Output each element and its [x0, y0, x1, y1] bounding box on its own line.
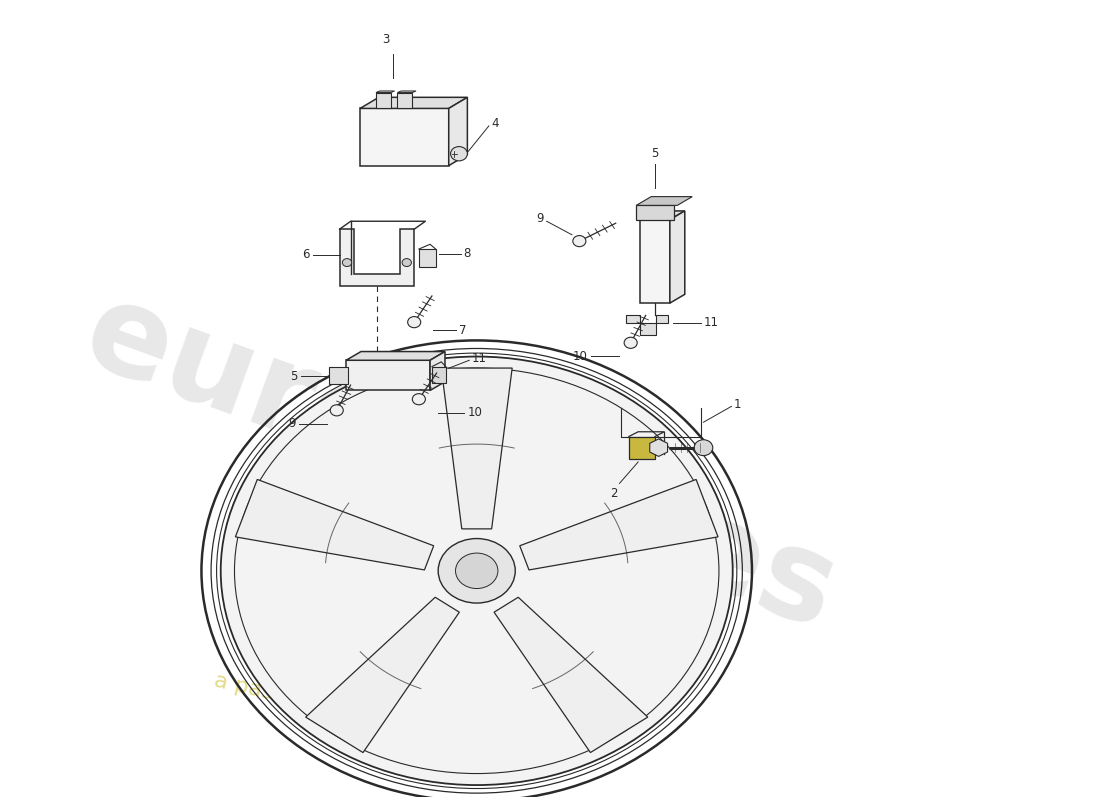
Polygon shape [640, 211, 685, 220]
Polygon shape [430, 351, 446, 390]
Circle shape [573, 235, 586, 246]
Text: 7: 7 [459, 323, 466, 337]
Text: 9: 9 [537, 212, 543, 226]
Bar [432, 366, 446, 382]
Polygon shape [340, 229, 415, 286]
Text: 10: 10 [468, 406, 482, 419]
Ellipse shape [455, 553, 498, 589]
Text: 2: 2 [610, 487, 617, 500]
Polygon shape [650, 439, 668, 457]
Polygon shape [519, 479, 718, 570]
Circle shape [624, 338, 637, 348]
Polygon shape [441, 368, 513, 529]
Polygon shape [346, 351, 446, 360]
Text: eurospares: eurospares [69, 271, 852, 655]
Text: 3: 3 [383, 34, 389, 46]
Polygon shape [397, 93, 412, 109]
Polygon shape [397, 91, 416, 93]
Text: 10: 10 [573, 350, 587, 363]
Bar [629, 437, 654, 458]
Polygon shape [494, 598, 648, 753]
Circle shape [451, 146, 468, 161]
Text: 5: 5 [651, 147, 659, 160]
Polygon shape [640, 220, 670, 303]
Circle shape [342, 258, 352, 266]
Text: 11: 11 [472, 352, 487, 365]
Polygon shape [235, 479, 433, 570]
Text: 5: 5 [290, 370, 298, 382]
Text: a passion for parts since 1985: a passion for parts since 1985 [212, 670, 546, 766]
Text: 6: 6 [302, 248, 310, 261]
Polygon shape [636, 197, 692, 206]
Ellipse shape [438, 538, 515, 603]
Polygon shape [449, 98, 468, 166]
Circle shape [412, 394, 426, 405]
Ellipse shape [221, 357, 733, 785]
Polygon shape [626, 315, 668, 335]
Polygon shape [306, 598, 460, 753]
Text: 4: 4 [492, 117, 499, 130]
Polygon shape [346, 360, 430, 390]
Circle shape [330, 405, 343, 416]
Bar [636, 206, 673, 220]
Polygon shape [670, 211, 685, 303]
Text: 8: 8 [463, 247, 471, 260]
Circle shape [408, 317, 420, 328]
Polygon shape [360, 109, 449, 166]
Polygon shape [376, 93, 390, 109]
Text: 9: 9 [288, 418, 296, 430]
Text: 1: 1 [734, 398, 740, 411]
Bar [419, 249, 436, 266]
Circle shape [694, 440, 713, 456]
Bar [329, 366, 348, 384]
Polygon shape [376, 91, 395, 93]
Text: 11: 11 [704, 317, 718, 330]
Polygon shape [360, 98, 467, 109]
Circle shape [403, 258, 411, 266]
